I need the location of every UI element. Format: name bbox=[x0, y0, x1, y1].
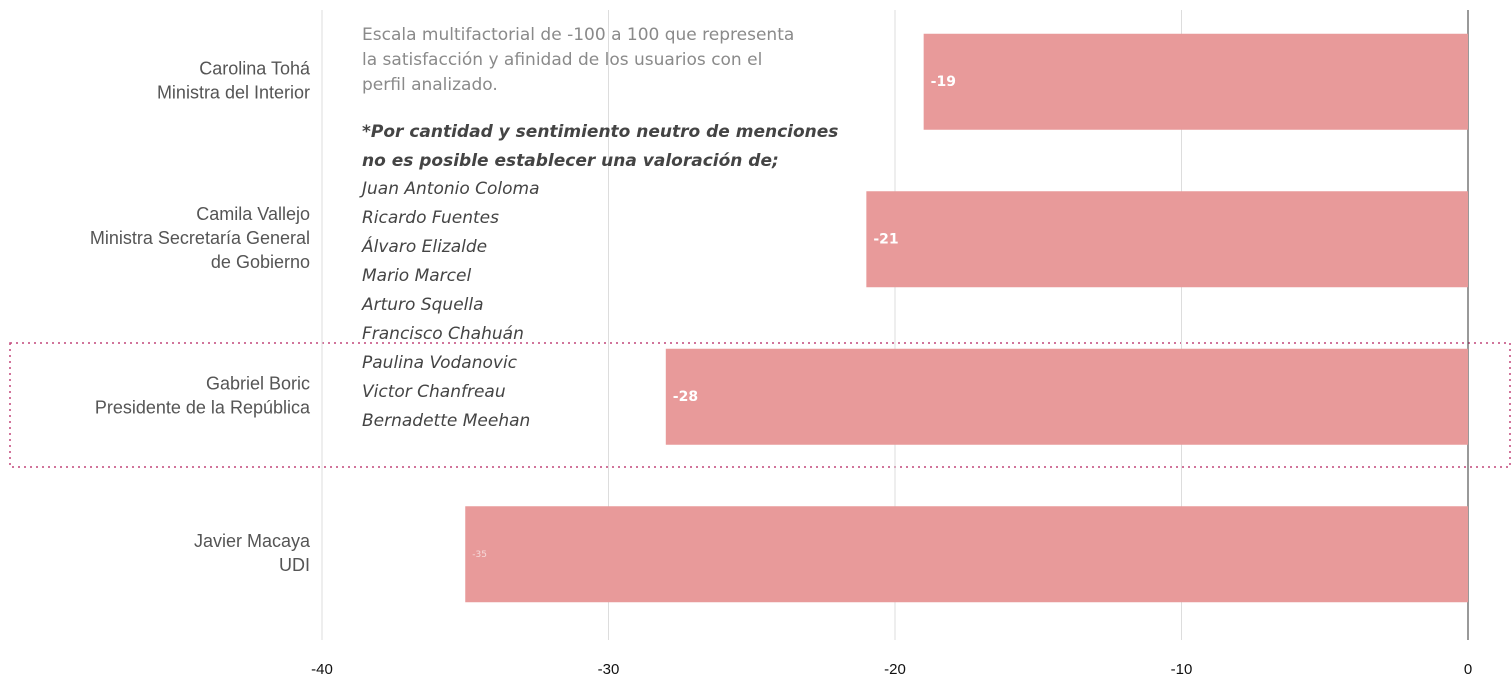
annotation-name: Ricardo Fuentes bbox=[362, 208, 499, 228]
y-tick-label: UDI bbox=[279, 555, 310, 575]
annotation-name: Arturo Squella bbox=[361, 295, 484, 315]
annotation-name: Francisco Chahuán bbox=[362, 324, 524, 344]
annotation-heading: *Por cantidad y sentimiento neutro de me… bbox=[362, 122, 838, 142]
highlight-box bbox=[9, 342, 1511, 468]
y-tick-label: Presidente de la República bbox=[95, 398, 311, 418]
bar bbox=[866, 191, 1468, 288]
value-label: -19 bbox=[931, 74, 956, 90]
x-tick-label: -10 bbox=[1171, 661, 1193, 678]
x-tick-label: -40 bbox=[311, 661, 333, 678]
annotation-name: Victor Chanfreau bbox=[362, 382, 506, 402]
annotation-note: Escala multifactorial de -100 a 100 que … bbox=[362, 25, 794, 45]
bar bbox=[923, 33, 1468, 130]
annotation-name: Álvaro Elizalde bbox=[361, 235, 487, 257]
x-tick-label: -30 bbox=[598, 661, 620, 678]
y-tick-label: Camila Vallejo bbox=[196, 204, 310, 224]
annotation-note: la satisfacción y afinidad de los usuari… bbox=[362, 50, 762, 70]
x-tick-label: -20 bbox=[884, 661, 906, 678]
y-tick-label: Ministra Secretaría General bbox=[90, 228, 310, 248]
annotation-name: Juan Antonio Coloma bbox=[359, 179, 540, 199]
y-tick-label: Gabriel Boric bbox=[206, 374, 310, 394]
annotation-name: Mario Marcel bbox=[362, 266, 471, 286]
annotation-note: perfil analizado. bbox=[362, 75, 498, 95]
annotation-name: Paulina Vodanovic bbox=[362, 353, 518, 373]
y-tick-label: Carolina Tohá bbox=[199, 59, 311, 79]
y-tick-label: Javier Macaya bbox=[194, 531, 311, 551]
annotation-heading: no es posible establecer una valoración … bbox=[362, 151, 779, 171]
bar bbox=[665, 348, 1468, 445]
value-label: -28 bbox=[673, 389, 698, 405]
value-label: -35 bbox=[472, 550, 487, 560]
bar bbox=[465, 506, 1468, 603]
y-tick-label: Ministra del Interior bbox=[157, 83, 310, 103]
value-label: -21 bbox=[873, 231, 898, 247]
annotation-name: Bernadette Meehan bbox=[362, 411, 530, 431]
x-tick-label: 0 bbox=[1464, 661, 1472, 678]
y-tick-label: de Gobierno bbox=[211, 252, 310, 272]
